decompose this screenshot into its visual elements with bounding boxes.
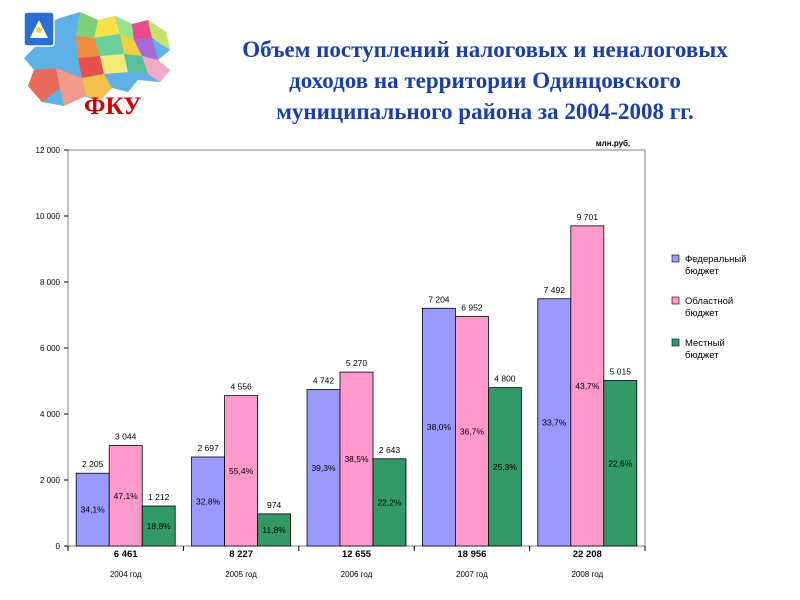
legend-swatch xyxy=(671,296,680,305)
title-line-2: доходов на территории Одинцовского xyxy=(289,68,681,93)
legend-label: бюджет xyxy=(685,350,719,361)
y-tick-label: 6 000 xyxy=(40,344,61,353)
category-total-label: 12 655 xyxy=(342,549,372,560)
logo-text: ФКУ xyxy=(84,93,141,120)
bar xyxy=(487,387,522,547)
bar-share-label: 32,8% xyxy=(196,496,221,506)
bar-value-label: 974 xyxy=(267,500,281,510)
bar xyxy=(191,456,226,547)
y-tick-label: 12 000 xyxy=(36,146,61,155)
y-tick-label: 10 000 xyxy=(36,212,61,221)
bar xyxy=(141,505,176,547)
bar xyxy=(454,316,489,547)
bar xyxy=(224,395,259,547)
category-label: 2007 год xyxy=(456,570,488,579)
category-total-label: 6 461 xyxy=(114,549,138,560)
bar-value-label: 6 952 xyxy=(461,303,483,313)
bar-value-label: 2 643 xyxy=(379,445,401,455)
bar-value-label: 5 015 xyxy=(610,367,632,377)
bar-value-label: 3 044 xyxy=(115,432,137,442)
bar xyxy=(75,472,110,547)
category-label: 2006 год xyxy=(341,570,373,579)
bar-value-label: 2 205 xyxy=(82,459,104,469)
legend-label: бюджет xyxy=(685,266,719,277)
bar xyxy=(537,298,572,547)
bar-share-label: 36,7% xyxy=(460,426,485,436)
category-total-label: 18 956 xyxy=(457,549,486,560)
y-tick-label: 2 000 xyxy=(40,476,61,485)
bar-share-label: 18,8% xyxy=(147,521,172,531)
unit-label: млн.руб. xyxy=(596,139,630,148)
region-map-logo-icon: ФКУ xyxy=(23,11,170,120)
title-line-1: Объем поступлений налоговых и неналоговы… xyxy=(242,37,728,62)
logo: ФКУ xyxy=(20,8,180,126)
bar-share-label: 33,7% xyxy=(542,417,567,427)
bar xyxy=(372,458,407,547)
bar xyxy=(257,513,292,547)
bar xyxy=(339,371,374,547)
bar-value-label: 7 492 xyxy=(544,285,566,295)
category-total-label: 8 227 xyxy=(229,549,253,560)
y-tick-label: 0 xyxy=(56,542,61,551)
bar-share-label: 39,3% xyxy=(311,463,336,473)
bar-share-label: 11,8% xyxy=(262,525,286,535)
bar-share-label: 22,2% xyxy=(377,497,402,507)
bar-share-label: 55,4% xyxy=(229,466,254,476)
bar-share-label: 38,0% xyxy=(427,422,452,432)
category-label: 2008 год xyxy=(571,570,603,579)
title-line-3: муниципального района за 2004-2008 гг. xyxy=(276,99,694,124)
bar-value-label: 2 697 xyxy=(197,443,219,453)
page-title: Объем поступлений налоговых и неналоговы… xyxy=(190,34,780,127)
bar-share-label: 43,7% xyxy=(575,381,600,391)
legend-swatch xyxy=(671,338,680,347)
bar xyxy=(603,380,638,547)
category-total-label: 22 208 xyxy=(573,549,602,560)
bar-value-label: 1 212 xyxy=(148,492,170,502)
bar-share-label: 47,1% xyxy=(114,491,139,501)
legend-swatch xyxy=(671,254,680,263)
bar-value-label: 4 556 xyxy=(230,382,252,392)
bar-share-label: 38,5% xyxy=(344,454,369,464)
legend-label: Федеральный xyxy=(685,254,747,265)
legend-label: бюджет xyxy=(685,308,719,319)
category-label: 2005 год xyxy=(225,570,257,579)
category-label: 2004 год xyxy=(110,570,142,579)
bar-value-label: 7 204 xyxy=(428,294,450,304)
y-tick-label: 4 000 xyxy=(40,410,61,419)
bar-share-label: 34,1% xyxy=(81,505,106,515)
bar-share-label: 25,3% xyxy=(493,462,518,472)
bar xyxy=(108,445,143,547)
bar-value-label: 4 742 xyxy=(313,376,335,386)
bar xyxy=(421,307,456,547)
bar-value-label: 9 701 xyxy=(577,212,599,222)
bar-value-label: 4 800 xyxy=(494,374,516,384)
bar-value-label: 5 270 xyxy=(346,358,368,368)
legend-label: Местный xyxy=(685,338,725,349)
bar xyxy=(306,389,341,547)
bar-share-label: 22,6% xyxy=(608,458,633,468)
y-tick-label: 8 000 xyxy=(40,278,61,287)
legend-label: Областной xyxy=(685,296,733,307)
